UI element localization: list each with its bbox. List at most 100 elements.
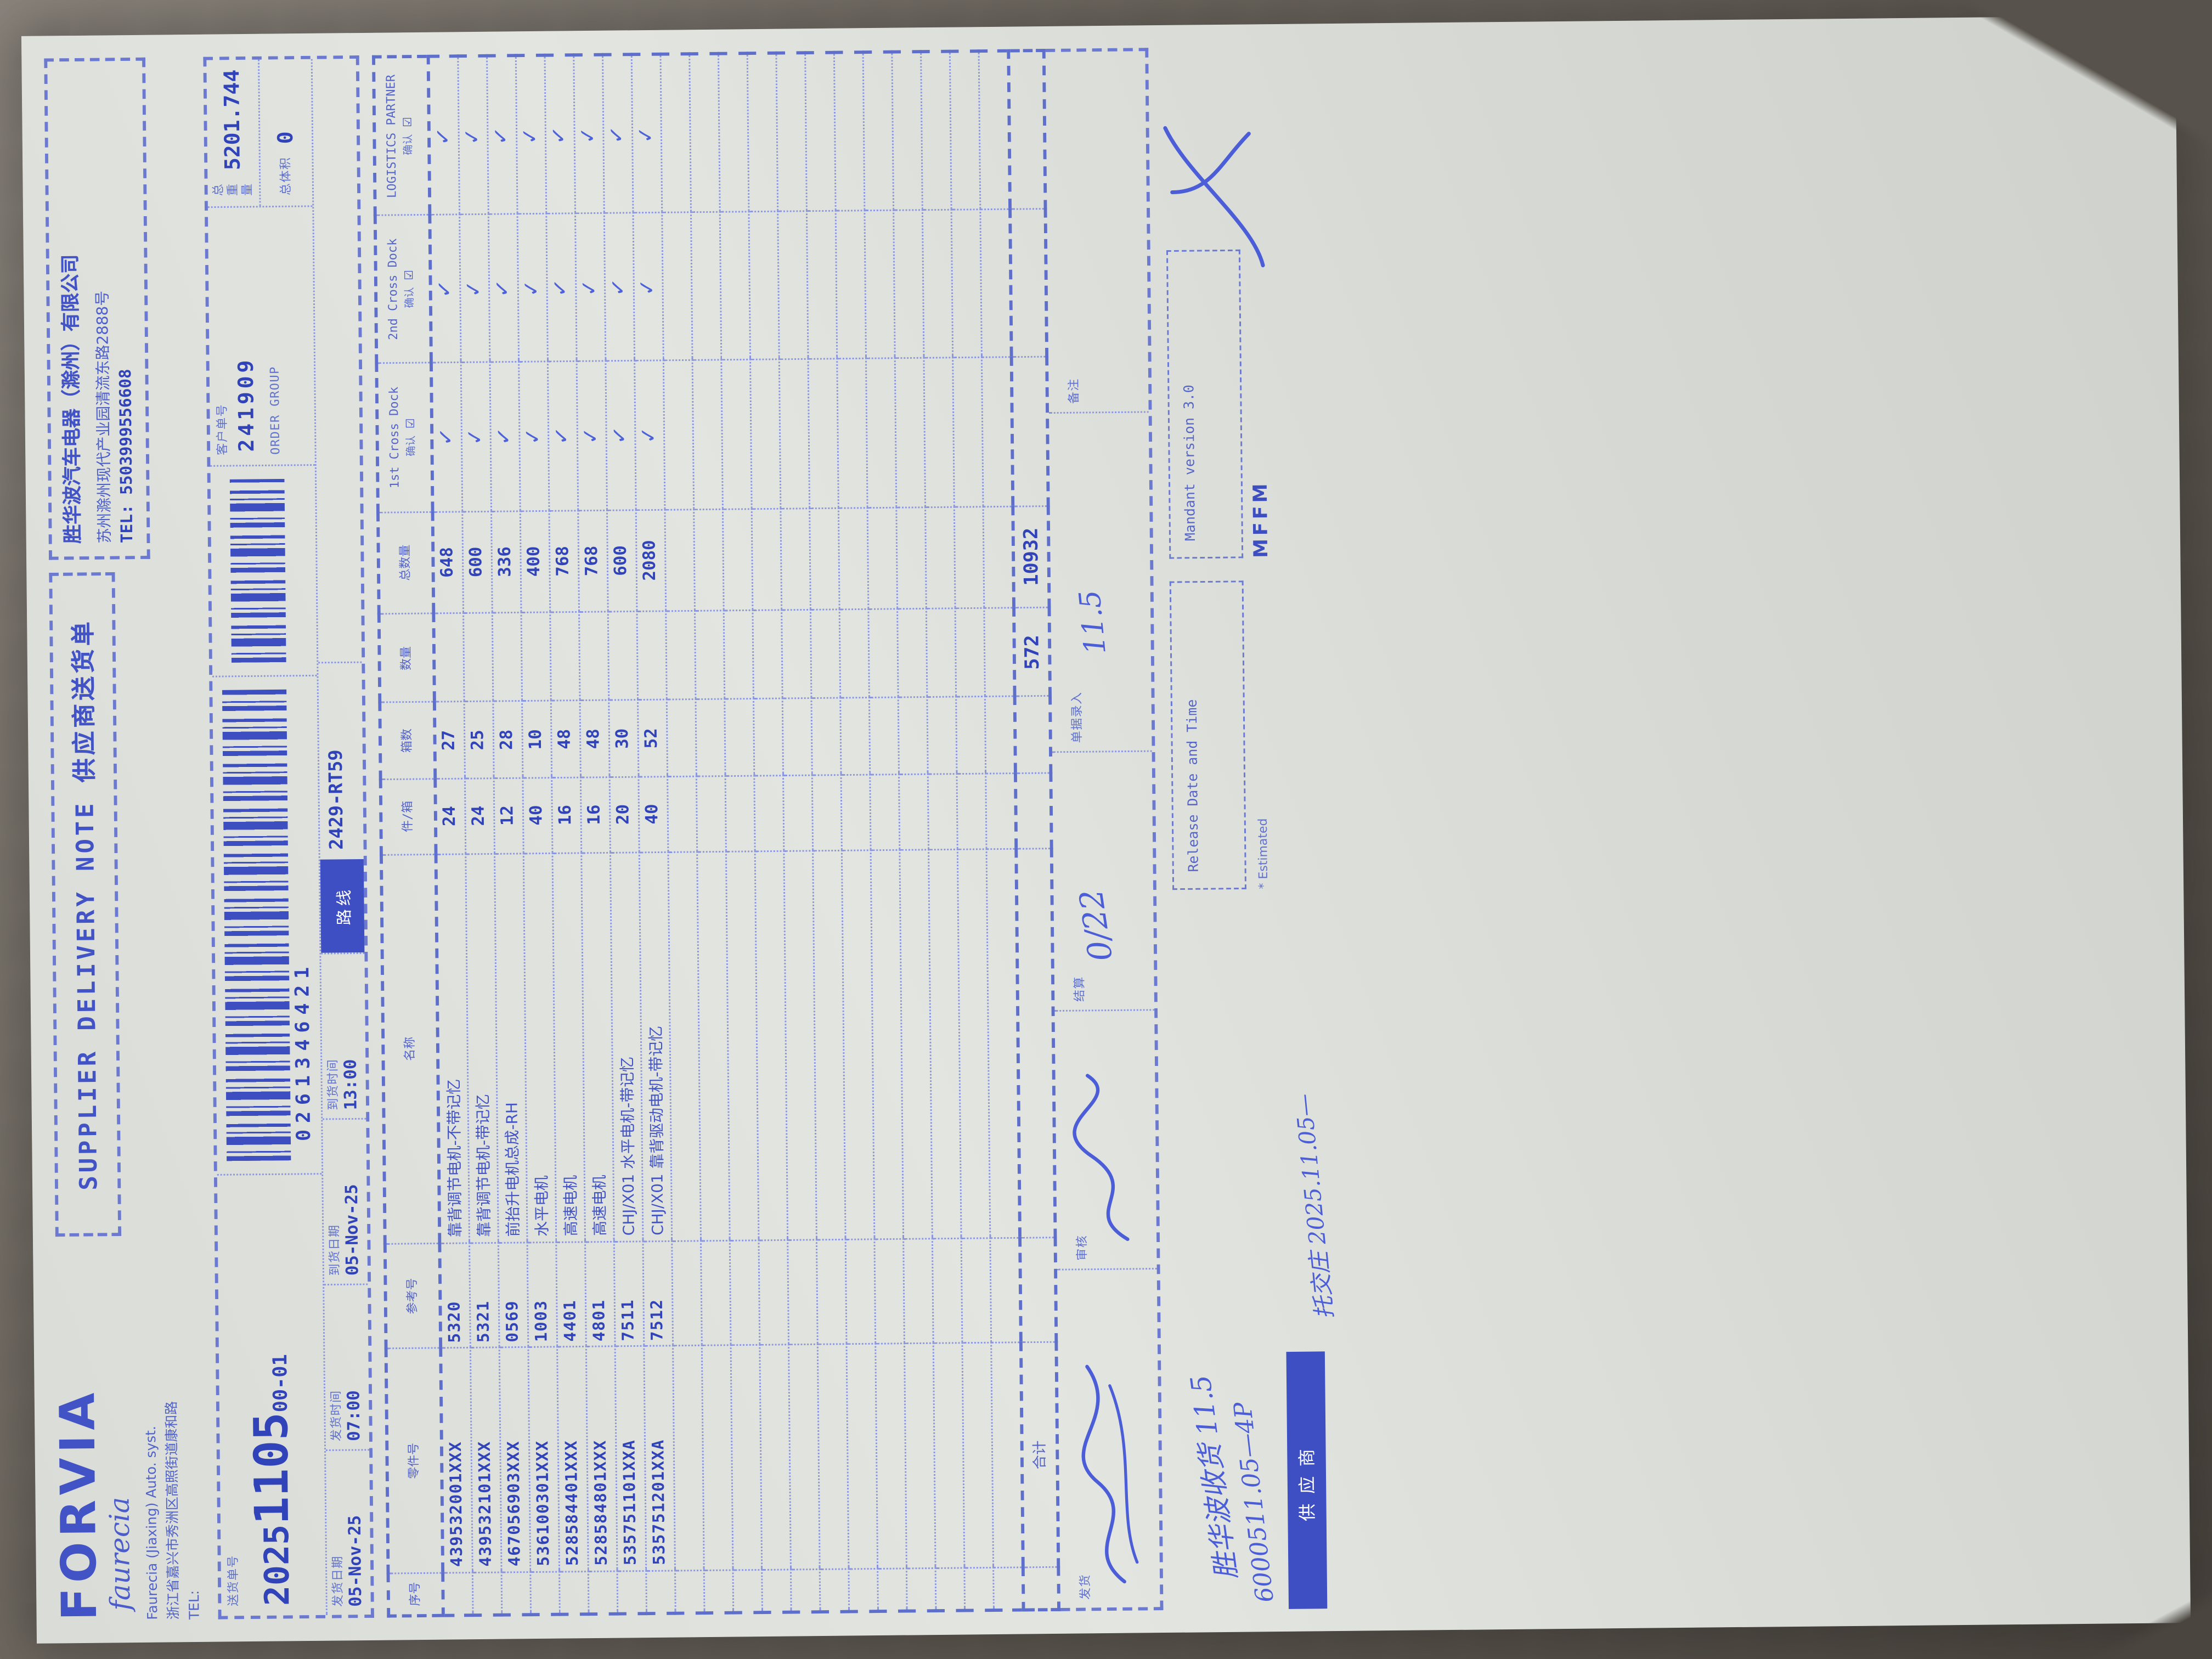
row-total: 600 [607,509,637,612]
part-name: 靠背调节电机-带记忆 [465,853,498,1243]
handwritten-truck: 托交庄 2025.11.05— [1291,1092,1339,1320]
row-total: 768 [549,510,579,613]
part-name: 水平电机 [523,853,556,1243]
total-qty: 572 [1013,607,1050,697]
ref-number: 5320 [439,1243,471,1349]
arrive-date-label: 到货日期 [327,1224,342,1276]
route-value-cell: 2429-RT59 [318,661,364,860]
row-total: 2080 [635,509,666,612]
boxes: 48 [550,701,581,777]
ref-number: 0569 [498,1242,528,1348]
boxes: 10 [522,701,552,778]
boxes: 30 [608,700,639,777]
ship-date-cell: 发货日期 05-Nov-25 [326,1449,371,1615]
info-filler [313,59,362,662]
document-title-cell: SUPPLIER DELIVERY NOTE 供应商送货单 [49,572,122,1237]
part-number: 535751201XXA [644,1346,675,1571]
row-total: 600 [462,511,492,613]
customer-order-label: 客户单号 [215,403,230,455]
per-box: 12 [493,777,523,854]
order-cell: 客户单号 241909 ORDER GROUP [208,205,315,465]
col-boxes: 箱数 [379,702,435,779]
customer-order-value: 241909 [235,357,260,452]
ship-date-label: 发货日期 [330,1555,346,1607]
delivery-no-cell: 送货单号 2025110500-01 [217,1173,326,1616]
signature-scribble [1081,1364,1139,1584]
document-header: FORVIA faurecia Faurecia (Jiaxing) Auto.… [38,57,206,1621]
checkbox-icon: ☑ [402,418,420,428]
ref-number: 7511 [613,1241,644,1347]
boxes: 28 [493,702,523,778]
mffm-code: MFFM [1249,480,1272,558]
part-name: 前抬升电机总成-RH [494,853,527,1243]
row-total: 336 [491,510,521,613]
settle-label: 结算 [1071,975,1087,1002]
footer-fields: 发货 审核 结算 0/22 单据录入 [1045,48,1164,1611]
part-number: 535751101XXA [614,1346,646,1571]
boxes: 25 [464,702,494,778]
ref-number: 1003 [527,1242,557,1348]
weight-value: 5201.744 [221,69,246,171]
faurecia-logo: faurecia [104,1497,138,1611]
release-block: Release Date and Time * Estimated Mandan… [1163,47,1275,890]
row-total: 648 [432,511,464,614]
supplier-tel-label: TEL: [187,1590,203,1620]
route-value: 2429-RT59 [324,749,348,850]
info-band: 送货单号 2025110500-01 0261346421 客户单号 [204,55,374,1620]
col-qty: 数量 [379,613,435,703]
volume-label: 总体积 [278,156,293,196]
customer-tel: TEL: 5503999556608 [117,369,137,544]
delivery-note-document: FORVIA faurecia Faurecia (Jiaxing) Auto.… [21,15,2191,1644]
background-corner [1927,0,2212,165]
supplier-logo-block: FORVIA faurecia Faurecia (Jiaxing) Auto.… [49,1242,206,1621]
part-number: 467056903XXX [499,1347,531,1572]
ship-time-value: 07:00 [344,1390,364,1442]
info-row-1: 送货单号 2025110500-01 0261346421 客户单号 [207,59,328,1616]
settle-cell: 结算 0/22 [1052,750,1154,1011]
signature-scribble [1073,1074,1130,1242]
total-label: 合计 [1020,1342,1058,1567]
col-check2: 2nd Cross Dock 确认 ☑ [375,215,431,364]
boxes: 52 [637,700,668,777]
footer-bottom: 胜华波收货 11.5 6000511.05—4P 供应商 托交庄 2025.11… [1163,46,1420,1610]
part-number: 439532101XXX [470,1348,501,1573]
supplier-sign-block: 胜华波收货 11.5 6000511.05—4P 供应商 托交庄 2025.11… [1172,917,1420,1610]
arrive-time-cell: 到货时间 13:00 [321,952,366,1119]
ship-sign-cell: 发货 [1057,1268,1160,1608]
ref-number: 4801 [585,1241,615,1347]
confirm-label: 确认 [403,287,417,308]
col-serial: 序号 [388,1572,443,1616]
note-cell: 备注 [1045,51,1148,412]
col-part: 零件号 [386,1348,443,1573]
part-number: 536100301XXX [528,1347,560,1572]
supplier-bar: 供应商 [1286,1351,1327,1609]
arrive-date-cell: 到货日期 05-Nov-25 [323,1118,368,1284]
part-name: 高速电机 [552,853,585,1242]
col-total: 总数量 [377,511,433,614]
customer-name: 胜华波汽车电器（滁州）有限公司 [59,254,84,544]
confirm-label: 确认 [405,435,419,456]
weight-label: 总重量 [211,183,254,196]
barcode-number: 0261346421 [291,960,315,1142]
order-group-label: ORDER GROUP [267,366,283,455]
items-table: 序号 零件号 参考号 名称 件/箱 箱数 数量 总数量 1st Cross Do… [371,49,1060,1618]
part-number: 439532001XXX [440,1348,472,1573]
per-box: 40 [638,776,668,853]
grand-total: 10932 [1012,505,1049,608]
background-corner-2 [2047,1571,2212,1659]
barcode-cell: 0261346421 [212,675,322,1175]
col-per-box: 件/箱 [380,778,436,855]
part-name: 靠背调节电机-不带记忆 [436,854,470,1243]
row-total: 768 [578,510,608,612]
confirm-label: 确认 [402,134,416,155]
arrive-time-label: 到货时间 [325,1058,341,1110]
col-ref: 参考号 [385,1243,441,1350]
ref-number: 7512 [642,1240,673,1347]
release-box: Release Date and Time [1169,580,1246,890]
barcode-2-cell [211,464,318,677]
volume-value: 0 [274,131,299,144]
forvia-logo: FORVIA [50,1387,109,1621]
signature-scribble-large [1163,126,1265,268]
per-box: 16 [551,777,582,853]
